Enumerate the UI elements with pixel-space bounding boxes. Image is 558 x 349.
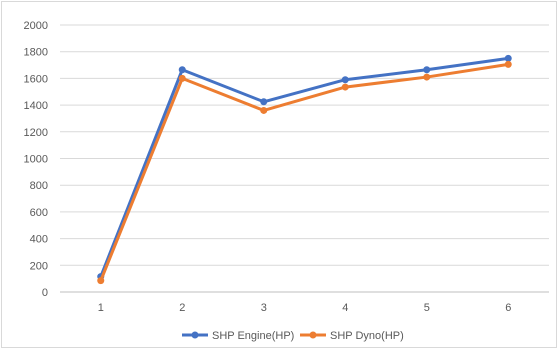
x-tick-label: 4 <box>342 302 348 314</box>
y-tick-label: 1400 <box>24 100 48 112</box>
series-lines <box>97 54 512 285</box>
legend-entry-2: SHP Dyno(HP) <box>300 330 404 342</box>
x-tick-label: 5 <box>424 302 430 314</box>
y-tick-label: 0 <box>42 287 48 299</box>
data-point <box>260 98 268 106</box>
y-tick-label: 1800 <box>24 47 48 59</box>
y-tick-label: 2000 <box>24 20 48 32</box>
x-axis: 1 2 3 4 5 6 <box>98 302 512 314</box>
y-tick-label: 200 <box>30 260 48 272</box>
y-tick-label: 800 <box>30 180 48 192</box>
data-point <box>178 74 186 82</box>
x-tick-label: 2 <box>179 302 185 314</box>
x-tick-label: 3 <box>261 302 267 314</box>
data-point <box>423 73 431 81</box>
y-tick-label: 1600 <box>24 73 48 85</box>
series-line-2 <box>99 62 510 283</box>
legend: SHP Engine(HP) SHP Dyno(HP) <box>182 330 404 342</box>
legend-label: SHP Engine(HP) <box>212 330 294 342</box>
gridlines <box>60 24 549 293</box>
data-point <box>341 83 349 91</box>
y-tick-label: 1000 <box>24 154 48 166</box>
legend-label: SHP Dyno(HP) <box>330 330 404 342</box>
x-tick-label: 1 <box>98 302 104 314</box>
legend-swatch-marker <box>309 331 317 339</box>
data-point <box>97 277 105 285</box>
y-tick-label: 600 <box>30 207 48 219</box>
series-line-1 <box>99 56 510 279</box>
data-point <box>178 66 186 74</box>
y-tick-label: 1200 <box>24 127 48 139</box>
y-tick-label: 400 <box>30 234 48 246</box>
data-point <box>423 66 431 74</box>
data-point <box>341 76 349 84</box>
x-tick-label: 6 <box>505 302 511 314</box>
y-axis: 0 200 400 600 800 1000 1200 1400 1600 1800 2000 <box>24 20 48 299</box>
data-point <box>504 54 512 62</box>
legend-entry-1: SHP Engine(HP) <box>182 330 294 342</box>
data-point <box>260 106 268 114</box>
data-point <box>504 60 512 68</box>
legend-swatch-marker <box>191 331 199 339</box>
